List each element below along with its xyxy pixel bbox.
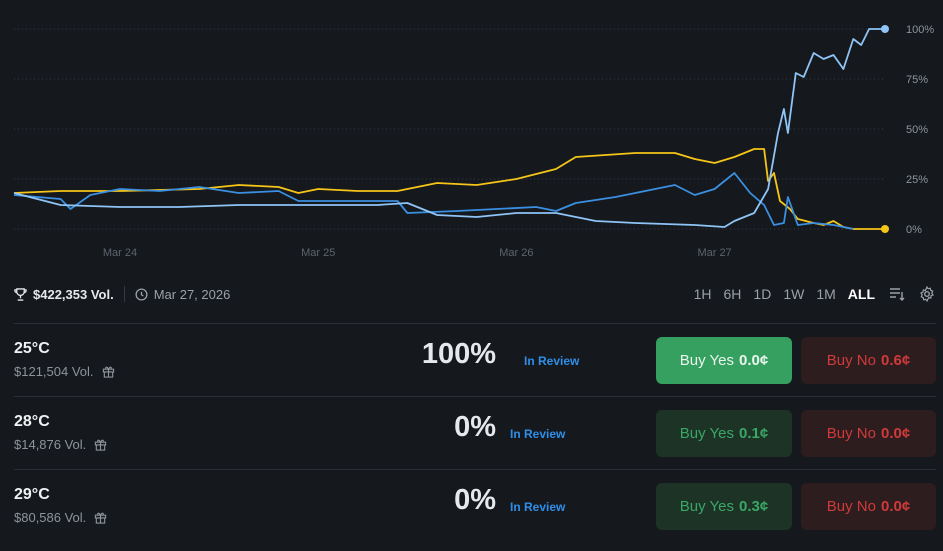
x-tick-label: Mar 24 bbox=[103, 247, 137, 259]
gift-icon[interactable] bbox=[94, 438, 107, 451]
y-tick-label: 50% bbox=[906, 124, 928, 136]
buy-yes-label: Buy Yes bbox=[679, 352, 734, 369]
outcome-probability: 100% bbox=[421, 338, 496, 370]
outcome-row[interactable]: 25°C $121,504 Vol. 100% In Review Buy Ye… bbox=[14, 323, 936, 396]
x-tick-label: Mar 27 bbox=[697, 247, 731, 259]
series-line-28c bbox=[13, 172, 854, 230]
divider bbox=[123, 286, 125, 302]
range-1d[interactable]: 1D bbox=[753, 286, 772, 302]
buy-no-button[interactable]: Buy No 0.6¢ bbox=[801, 337, 936, 384]
status-badge: In Review bbox=[510, 500, 566, 514]
outcome-volume: $121,504 Vol. bbox=[14, 364, 94, 379]
price-chart[interactable]: 0% 25% 50% 75% 100% Mar 24 Mar 25 Mar 26 Mar 27 bbox=[0, 0, 943, 270]
buy-no-button[interactable]: Buy No 0.0¢ bbox=[801, 410, 936, 457]
buy-yes-price: 0.1¢ bbox=[739, 425, 769, 442]
buy-no-label: Buy No bbox=[826, 352, 876, 369]
gear-icon[interactable] bbox=[919, 286, 935, 302]
y-tick-label: 75% bbox=[906, 74, 928, 86]
buy-yes-button[interactable]: Buy Yes 0.0¢ bbox=[656, 337, 792, 384]
time-range-selector: 1H 6H 1D 1W 1M ALL bbox=[682, 284, 935, 304]
range-1m[interactable]: 1M bbox=[816, 286, 836, 302]
range-all[interactable]: ALL bbox=[847, 286, 875, 302]
range-1h[interactable]: 1H bbox=[693, 286, 712, 302]
range-6h[interactable]: 6H bbox=[723, 286, 742, 302]
outcome-probability: 0% bbox=[454, 411, 496, 443]
y-tick-label: 0% bbox=[906, 224, 922, 236]
outcome-name: 28°C bbox=[14, 413, 50, 430]
y-tick-label: 100% bbox=[906, 24, 934, 36]
series-line-29c bbox=[13, 148, 885, 230]
buy-no-label: Buy No bbox=[826, 498, 876, 515]
outcome-name: 25°C bbox=[14, 340, 50, 357]
series-line-25c bbox=[13, 28, 885, 228]
buy-yes-label: Buy Yes bbox=[679, 425, 734, 442]
clock-icon bbox=[135, 287, 148, 301]
gift-icon[interactable] bbox=[94, 511, 107, 524]
x-tick-label: Mar 26 bbox=[499, 247, 533, 259]
outcome-row[interactable]: 29°C $80,586 Vol. 0% In Review Buy Yes 0.… bbox=[14, 469, 936, 542]
buy-no-price: 0.0¢ bbox=[881, 425, 911, 442]
buy-yes-button[interactable]: Buy Yes 0.1¢ bbox=[656, 410, 792, 457]
end-date: Mar 27, 2026 bbox=[153, 286, 231, 302]
buy-yes-label: Buy Yes bbox=[679, 498, 734, 515]
total-volume: $422,353 Vol. bbox=[33, 286, 114, 302]
trophy-icon bbox=[14, 287, 27, 301]
buy-no-price: 0.0¢ bbox=[881, 498, 911, 515]
status-badge: In Review bbox=[510, 427, 566, 441]
buy-yes-price: 0.0¢ bbox=[739, 352, 769, 369]
series-end-marker bbox=[881, 225, 889, 233]
outcome-row[interactable]: 28°C $14,876 Vol. 0% In Review Buy Yes 0.… bbox=[14, 396, 936, 469]
outcome-volume: $80,586 Vol. bbox=[14, 510, 87, 525]
buy-yes-price: 0.3¢ bbox=[739, 498, 769, 515]
y-tick-label: 25% bbox=[906, 174, 928, 186]
buy-no-button[interactable]: Buy No 0.0¢ bbox=[801, 483, 936, 530]
range-1w[interactable]: 1W bbox=[783, 286, 805, 302]
outcome-probability: 0% bbox=[454, 484, 496, 516]
status-badge: In Review bbox=[524, 354, 580, 368]
outcome-name: 29°C bbox=[14, 486, 50, 503]
buy-no-label: Buy No bbox=[826, 425, 876, 442]
series-end-marker bbox=[881, 25, 889, 33]
buy-no-price: 0.6¢ bbox=[881, 352, 911, 369]
market-summary: $422,353 Vol. Mar 27, 2026 bbox=[14, 284, 230, 304]
x-tick-label: Mar 25 bbox=[301, 247, 335, 259]
outcome-volume: $14,876 Vol. bbox=[14, 437, 87, 452]
gift-icon[interactable] bbox=[102, 365, 115, 378]
buy-yes-button[interactable]: Buy Yes 0.3¢ bbox=[656, 483, 792, 530]
sort-icon[interactable] bbox=[889, 286, 905, 302]
